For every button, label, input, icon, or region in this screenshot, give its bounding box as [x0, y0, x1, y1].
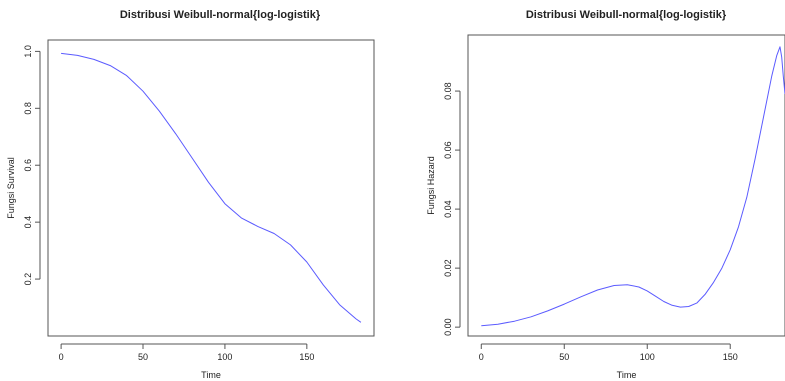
- y-tick-label: 1.0: [23, 45, 33, 58]
- y-tick-label: 0.06: [443, 141, 453, 159]
- x-tick-label: 150: [723, 352, 738, 362]
- y-tick-label: 0.08: [443, 82, 453, 100]
- plot-frame: [47, 39, 375, 337]
- x-tick-label: 100: [640, 352, 655, 362]
- y-tick-label: 0.02: [443, 259, 453, 277]
- x-axis-label: Time: [617, 370, 637, 380]
- y-tick-label: 0.4: [23, 216, 33, 229]
- chart-title: Distribusi Weibull-normal{log-logistik}: [120, 9, 321, 21]
- x-tick-label: 50: [559, 352, 569, 362]
- x-tick-label: 150: [299, 352, 314, 362]
- y-tick-label: 0.8: [23, 102, 33, 115]
- series-line: [61, 52, 362, 323]
- y-tick-label: 0.00: [443, 318, 453, 336]
- x-tick-label: 100: [217, 352, 232, 362]
- chart-panel-1: Distribusi Weibull-normal{log-logistik} 0…: [6, 9, 375, 380]
- y-tick-label: 0.6: [23, 159, 33, 172]
- x-tick-label: 0: [59, 352, 64, 362]
- series-line: [481, 46, 785, 327]
- y-axis-label: Fungsi Hazard: [426, 156, 436, 215]
- plot-frame: [467, 34, 785, 337]
- y-tick-label: 0.2: [23, 273, 33, 286]
- chart-panel-2: Distribusi Weibull-normal{log-logistik} 0…: [426, 9, 785, 380]
- chart-title: Distribusi Weibull-normal{log-logistik}: [526, 9, 727, 21]
- y-axis-label: Fungsi Survival: [6, 157, 16, 219]
- x-tick-label: 0: [479, 352, 484, 362]
- y-tick-label: 0.04: [443, 200, 453, 218]
- x-tick-label: 50: [138, 352, 148, 362]
- x-axis-label: Time: [201, 370, 221, 380]
